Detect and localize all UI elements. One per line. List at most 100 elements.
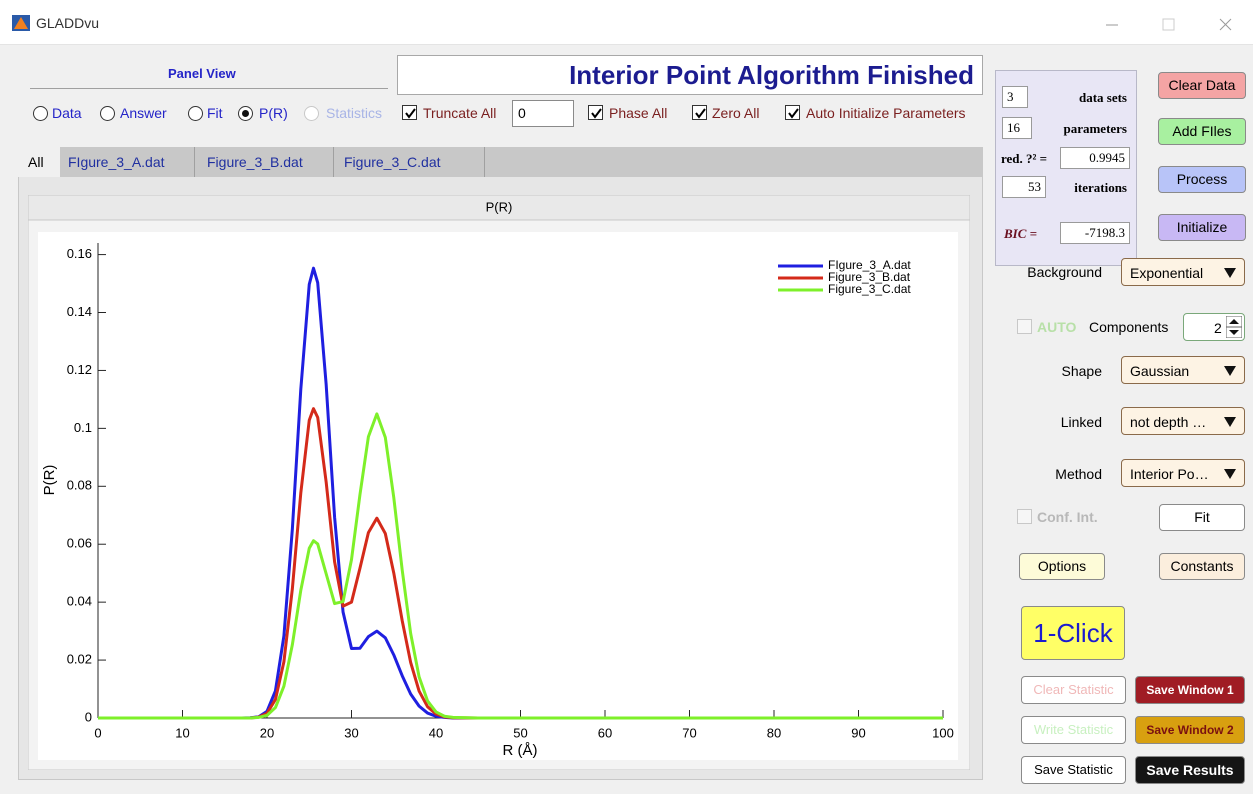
y-tick-label: 0.12 [67, 362, 92, 377]
legend-label: Figure_3_B.dat [828, 270, 911, 284]
stat-label: BIC = [1004, 226, 1038, 241]
clear-statistic-button: Clear Statistic [1021, 676, 1126, 704]
truncate-input[interactable]: 0 [512, 100, 574, 127]
axes-background [38, 232, 958, 760]
tab-bar [18, 147, 983, 177]
x-tick-label: 90 [851, 725, 865, 740]
constants-button[interactable]: Constants [1159, 553, 1245, 580]
radio[interactable] [100, 106, 115, 121]
dropdown-value: Interior Po… [1130, 466, 1209, 482]
x-tick-label: 80 [767, 725, 781, 740]
legend-label: FIgure_3_A.dat [828, 258, 911, 272]
radio-label[interactable]: Answer [120, 105, 167, 121]
x-tick-label: 10 [175, 725, 189, 740]
save-results-button[interactable]: Save Results [1135, 756, 1245, 784]
spinner-arrows[interactable] [1226, 316, 1242, 338]
radio[interactable] [33, 106, 48, 121]
setting-label: Background [1027, 264, 1102, 280]
y-tick-label: 0.1 [74, 420, 92, 435]
options-button[interactable]: Options [1019, 553, 1105, 580]
legend-label: Figure_3_C.dat [828, 282, 911, 296]
tab-label[interactable]: All [28, 154, 44, 170]
checkbox-label[interactable]: Zero All [712, 105, 760, 121]
checkbox-checked[interactable] [692, 105, 707, 120]
add-files-button[interactable]: Add FIles [1158, 118, 1246, 145]
checkbox-label: AUTO [1037, 319, 1077, 335]
stat-value: 53 [1002, 176, 1046, 198]
x-tick-label: 70 [682, 725, 696, 740]
radio[interactable] [188, 106, 203, 121]
background-dropdown[interactable]: Exponential [1121, 258, 1245, 286]
stat-label: parameters [1063, 121, 1127, 136]
checkbox-label[interactable]: Phase All [609, 105, 668, 121]
dropdown-arrow [1224, 417, 1236, 427]
checkbox-checked[interactable] [402, 105, 417, 120]
process-button[interactable]: Process [1158, 166, 1246, 193]
dropdown-arrow [1224, 366, 1236, 376]
radio-disabled [304, 106, 319, 121]
one-click-button[interactable]: 1-Click [1021, 606, 1125, 660]
x-tick-label: 50 [513, 725, 527, 740]
radio-selected[interactable] [238, 106, 253, 121]
tab-separator [333, 147, 334, 177]
checkbox-disabled [1017, 509, 1032, 524]
clear-data-button[interactable]: Clear Data [1158, 72, 1246, 99]
stat-value: 16 [1002, 117, 1032, 139]
y-tick-label: 0.08 [67, 478, 92, 493]
initialize-button[interactable]: Initialize [1158, 214, 1246, 241]
stat-label: red. ?² = [1001, 151, 1048, 166]
components-spinner[interactable]: 2 [1183, 313, 1245, 341]
tab-label[interactable]: Figure_3_C.dat [344, 154, 441, 170]
dropdown-value: Exponential [1130, 265, 1204, 281]
x-tick-label: 100 [932, 725, 954, 740]
stat-value: 3 [1002, 86, 1028, 108]
checkbox-label[interactable]: Auto Initialize Parameters [806, 105, 966, 121]
separator [30, 88, 388, 89]
tab-selected[interactable] [18, 147, 60, 177]
checkbox-checked[interactable] [785, 105, 800, 120]
checkbox-label: Conf. Int. [1037, 509, 1098, 525]
x-tick-label: 30 [344, 725, 358, 740]
y-tick-label: 0.06 [67, 536, 92, 551]
setting-label: Method [1055, 466, 1102, 482]
stat-label: data sets [1078, 90, 1127, 105]
x-tick-label: 0 [94, 725, 101, 740]
window-controls[interactable] [1100, 14, 1240, 34]
x-tick-label: 40 [429, 725, 443, 740]
fit-button[interactable]: Fit [1159, 504, 1245, 531]
window-title: GLADDvu [36, 15, 100, 31]
y-tick-label: 0 [85, 709, 92, 724]
method-dropdown[interactable]: Interior Po… [1121, 459, 1245, 487]
app-icon [12, 15, 30, 31]
y-tick-label: 0.04 [67, 594, 92, 609]
dropdown-value: not depth … [1130, 414, 1207, 430]
y-tick-label: 0.02 [67, 652, 92, 667]
radio-label: Statistics [326, 105, 383, 121]
tab-label[interactable]: FIgure_3_A.dat [68, 154, 165, 170]
stat-label: iterations [1074, 180, 1127, 195]
save-window-1-button[interactable]: Save Window 1 [1135, 676, 1245, 704]
radio-label[interactable]: P(R) [259, 105, 288, 121]
x-axis-label: R (Å) [503, 742, 538, 759]
radio-label[interactable]: Data [52, 105, 82, 121]
save-statistic-button[interactable]: Save Statistic [1021, 756, 1126, 784]
y-axis-label: P(R) [41, 465, 58, 496]
tab-label[interactable]: Figure_3_B.dat [207, 154, 303, 170]
y-tick-label: 0.16 [67, 246, 92, 261]
radio-label[interactable]: Fit [207, 105, 223, 121]
plot-panel: P(R) P(R) R (Å) 0 0.02 0.04 0.06 0.08 0.1 0.12… [28, 195, 970, 770]
dropdown-value: Gaussian [1130, 363, 1190, 379]
shape-dropdown[interactable]: Gaussian [1121, 356, 1245, 384]
dropdown-arrow [1224, 268, 1236, 278]
checkbox-checked[interactable] [588, 105, 603, 120]
checkbox-label[interactable]: Truncate All [423, 105, 497, 121]
tab-separator [484, 147, 485, 177]
linked-dropdown[interactable]: not depth … [1121, 407, 1245, 435]
panel-view-title: Panel View [168, 66, 236, 81]
dropdown-arrow [1224, 469, 1236, 479]
tab-separator [194, 147, 195, 177]
save-window-2-button[interactable]: Save Window 2 [1135, 716, 1245, 744]
x-tick-label: 20 [260, 725, 274, 740]
